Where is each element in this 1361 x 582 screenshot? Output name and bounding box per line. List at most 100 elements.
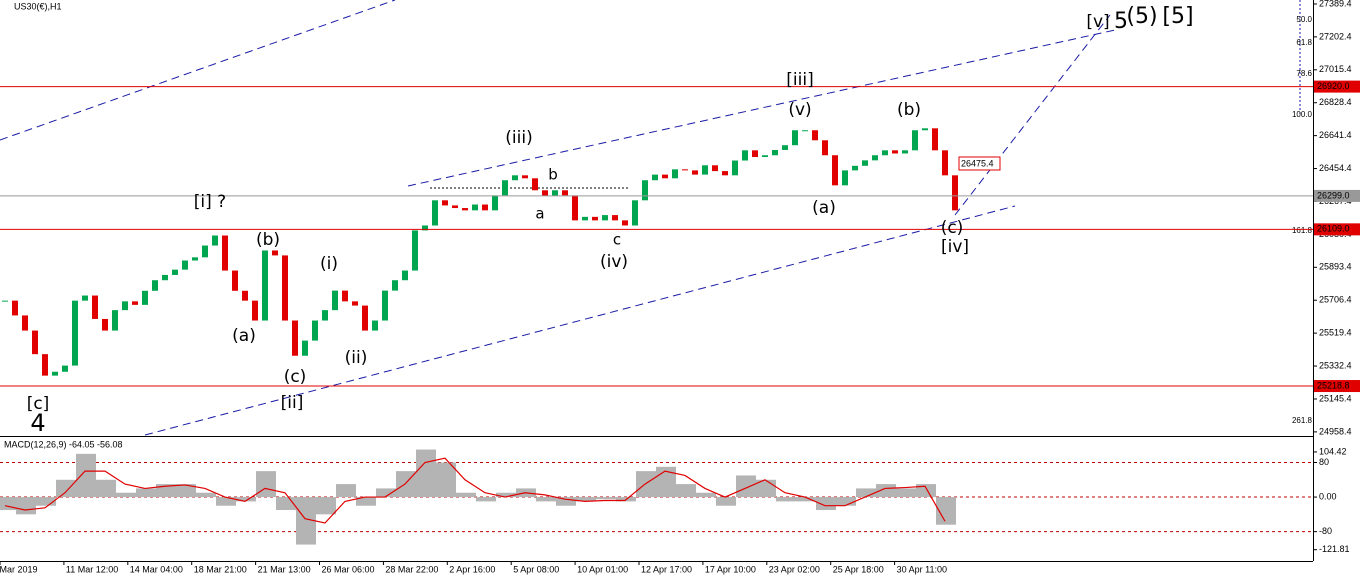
y-tick-label: 26641.4 — [1319, 130, 1352, 140]
macd-bar — [596, 497, 616, 500]
x-tick-label: 21 Mar 13:00 — [258, 564, 311, 574]
x-tick-label: 14 Mar 04:00 — [130, 564, 183, 574]
candle — [372, 320, 378, 331]
fib-label: 161.8 — [1292, 226, 1313, 235]
candle — [52, 371, 58, 376]
macd-bar — [476, 497, 496, 502]
candle — [542, 190, 548, 196]
candle — [902, 150, 908, 154]
level-box — [1314, 380, 1360, 393]
candle — [782, 145, 788, 150]
channel-lines — [0, 0, 1116, 436]
symbol-title: US30(€),H1 — [14, 1, 62, 11]
candle — [12, 300, 18, 316]
candle — [2, 300, 8, 302]
macd-bar — [496, 492, 516, 498]
macd-bar — [96, 479, 116, 498]
candle — [362, 305, 368, 331]
candle — [852, 165, 858, 171]
candle — [862, 160, 868, 166]
candle — [302, 340, 308, 356]
macd-bar — [876, 484, 896, 498]
candle — [352, 301, 358, 306]
candle — [282, 255, 288, 321]
candle — [222, 235, 228, 271]
candle — [872, 155, 878, 161]
wave-label: (c) — [284, 367, 307, 387]
y-tick-label: 27015.4 — [1319, 64, 1352, 74]
y-tick-label: 25519.4 — [1319, 328, 1352, 338]
y-tick-label: 26454.4 — [1319, 163, 1352, 173]
candle — [152, 280, 158, 291]
candle — [472, 204, 478, 211]
candle — [662, 174, 668, 179]
candle — [522, 175, 528, 179]
candle — [602, 215, 608, 221]
macd-bar — [216, 497, 236, 506]
macd-bar — [76, 453, 96, 498]
macd-bar — [56, 479, 76, 498]
projection-line — [954, 14, 1111, 216]
candle — [792, 130, 798, 146]
channel-line — [0, 0, 396, 141]
wave-label: [ii] — [281, 393, 304, 413]
macd-bar — [356, 497, 376, 506]
candle — [652, 174, 658, 181]
wave-label: (ii) — [345, 348, 368, 368]
marker-box — [958, 156, 1001, 171]
candle — [212, 235, 218, 246]
level-label: 26299.0 — [1317, 190, 1350, 200]
candle — [932, 128, 938, 151]
wave-label: (a) — [812, 198, 836, 218]
macd-title: MACD(12,26,9) -64.05 -56.08 — [4, 439, 123, 449]
candle — [622, 220, 628, 226]
x-tick-label: 28 Mar 22:00 — [385, 564, 438, 574]
macd-bar — [336, 484, 356, 498]
macd-bar — [236, 497, 256, 502]
macd-bar — [376, 488, 396, 498]
candle — [682, 169, 688, 171]
macd-bar — [256, 471, 276, 498]
wave-label: 4 — [30, 409, 45, 437]
candle — [112, 310, 118, 331]
x-tick-label: 23 Apr 02:00 — [769, 564, 820, 574]
level-box — [1314, 189, 1360, 202]
candle — [202, 245, 208, 258]
candle — [452, 205, 458, 209]
candle — [512, 175, 518, 181]
candle — [402, 270, 408, 281]
macd-bar — [796, 497, 816, 502]
wave-label: (c) — [941, 218, 964, 238]
wave-label: (i) — [320, 254, 338, 274]
candle — [762, 155, 768, 158]
macd-bar — [16, 497, 36, 515]
wave-label: 5 — [1114, 9, 1128, 34]
fib-label: 61.8 — [1296, 38, 1312, 47]
candle — [552, 190, 558, 196]
candle — [132, 301, 138, 305]
wave-label: (v) — [788, 100, 811, 120]
candle — [922, 128, 928, 131]
macd-bar — [436, 462, 456, 498]
candle — [432, 200, 438, 226]
y-tick-label: 25145.4 — [1319, 393, 1352, 403]
candle — [812, 130, 818, 141]
candle — [582, 216, 588, 221]
y-tick-label: -121.81 — [1319, 544, 1350, 554]
candle — [722, 171, 728, 176]
y-tick-label: 25893.4 — [1319, 262, 1352, 272]
candle — [742, 150, 748, 161]
level-label: 26920.0 — [1317, 81, 1350, 91]
candle — [262, 250, 268, 321]
x-tick-label: 6 Mar 2019 — [0, 564, 38, 574]
candle — [612, 215, 618, 221]
wave-label: (iv) — [600, 252, 628, 272]
channel-line — [144, 205, 1016, 436]
macd-bar — [836, 497, 856, 506]
x-tick-label: 17 Apr 10:00 — [705, 564, 756, 574]
macd-bar — [736, 475, 756, 498]
wave-label: (b) — [256, 230, 280, 250]
macd-bar — [116, 492, 136, 498]
macd-bar — [816, 497, 836, 511]
wave-label: (iii) — [505, 128, 532, 148]
